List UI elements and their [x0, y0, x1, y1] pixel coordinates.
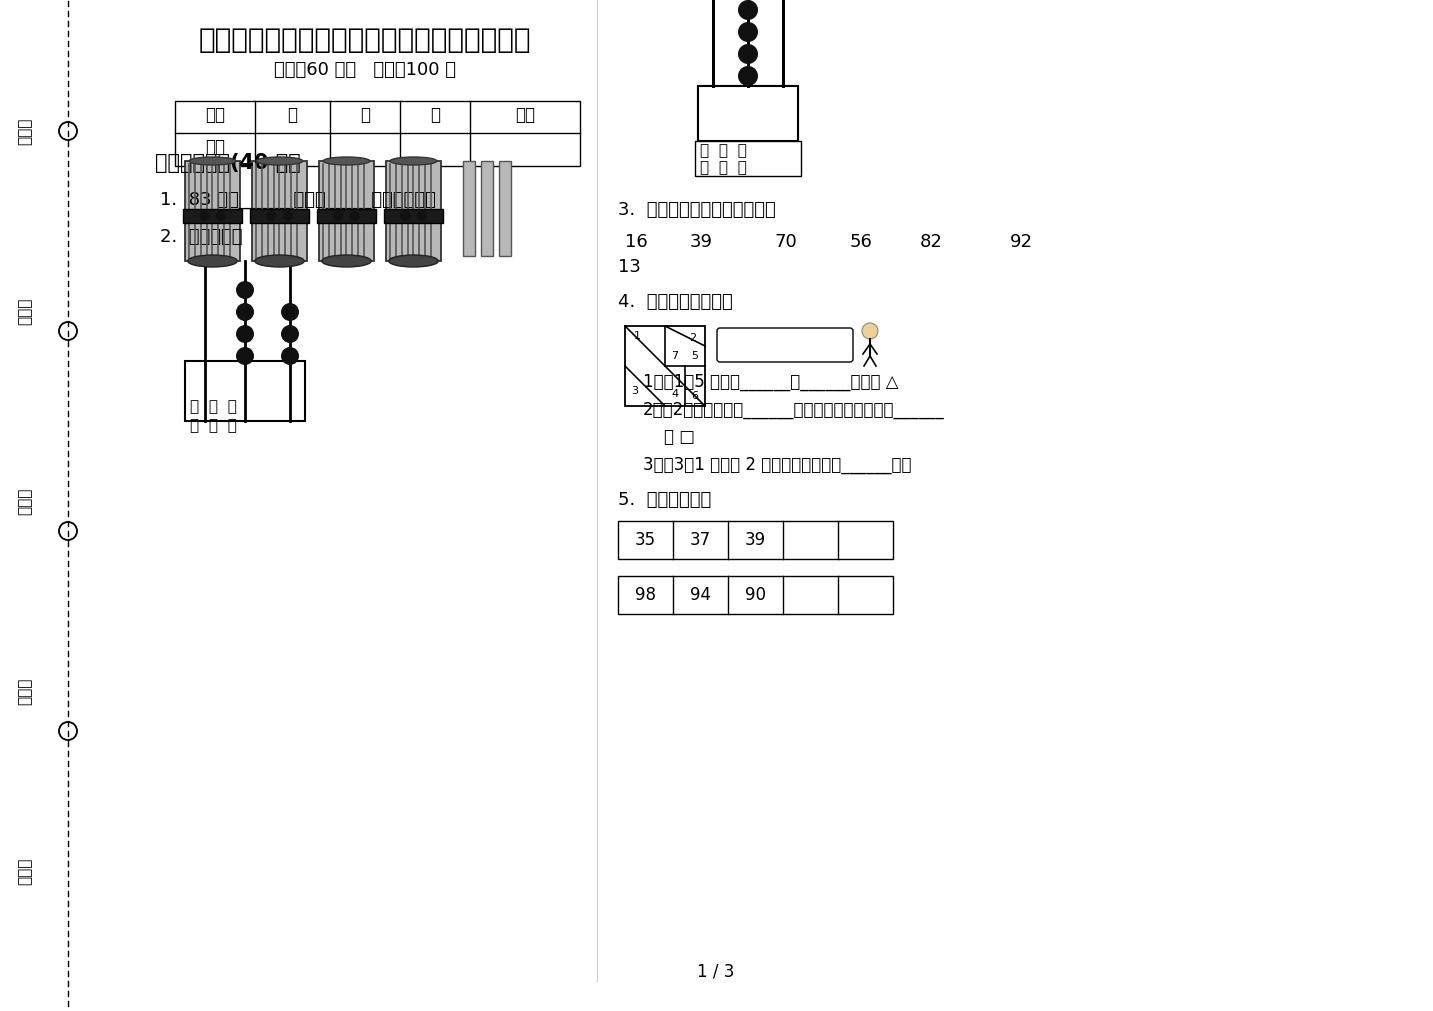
Circle shape	[282, 211, 292, 221]
Circle shape	[199, 211, 209, 221]
Text: 3．（3）1 号图和 2 号图可以拼成一个______形。: 3．（3）1 号图和 2 号图可以拼成一个______形。	[643, 456, 911, 474]
Text: 13: 13	[618, 258, 641, 276]
Text: 1.  83 是由______个十和_____个一组成的。: 1. 83 是由______个十和_____个一组成的。	[160, 191, 436, 209]
Text: 7: 7	[672, 351, 679, 361]
Ellipse shape	[188, 255, 238, 267]
Bar	[618, 576, 893, 614]
FancyBboxPatch shape	[716, 328, 853, 362]
Text: 2．（2）七巧板是由______种图形组成的，其中有______: 2．（2）七巧板是由______种图形组成的，其中有______	[643, 401, 944, 419]
Text: 1．（1）5 号图是______，______号图是 △: 1．（1）5 号图是______，______号图是 △	[643, 373, 898, 391]
Text: 3: 3	[632, 386, 639, 396]
Bar	[185, 161, 239, 261]
Bar	[481, 161, 493, 256]
Text: 39: 39	[745, 531, 767, 549]
Circle shape	[236, 347, 254, 365]
Text: 16: 16	[625, 233, 648, 251]
Circle shape	[216, 211, 226, 221]
Text: 92: 92	[1010, 233, 1033, 251]
Polygon shape	[625, 326, 705, 406]
Bar	[499, 161, 512, 256]
Text: 姓名：: 姓名：	[17, 487, 33, 515]
Text: 94: 94	[691, 586, 711, 604]
Circle shape	[236, 281, 254, 299]
Text: 90: 90	[745, 586, 767, 604]
Bar	[185, 361, 305, 421]
Text: 2: 2	[689, 333, 696, 343]
Text: 考场：: 考场：	[17, 297, 33, 325]
Text: 98: 98	[635, 586, 656, 604]
Text: 56: 56	[850, 233, 873, 251]
Ellipse shape	[189, 157, 236, 165]
Bar	[698, 86, 798, 141]
Text: 二: 二	[360, 106, 370, 124]
Circle shape	[738, 0, 758, 20]
Bar	[695, 141, 801, 176]
Text: 百  十  个: 百 十 个	[699, 143, 747, 158]
Text: 2.  看图写数。: 2. 看图写数。	[160, 228, 242, 246]
Ellipse shape	[388, 255, 438, 267]
Text: 百  十  个: 百 十 个	[191, 418, 236, 433]
Ellipse shape	[255, 255, 304, 267]
Bar	[252, 161, 307, 261]
Bar	[618, 521, 893, 559]
Bar	[317, 209, 375, 223]
Text: 得分: 得分	[205, 137, 225, 156]
Text: 4.  认真想，仔细填。: 4. 认真想，仔细填。	[618, 293, 732, 311]
Circle shape	[281, 325, 299, 343]
Text: 这是一副七巧板。: 这是一副七巧板。	[728, 335, 788, 348]
Text: 6: 6	[692, 391, 698, 401]
Text: 学校：: 学校：	[17, 857, 33, 885]
Text: 35: 35	[635, 531, 656, 549]
Text: 苏教版同步过关一年级下学期数学期末模拟试: 苏教版同步过关一年级下学期数学期末模拟试	[199, 26, 532, 54]
Ellipse shape	[390, 157, 437, 165]
Circle shape	[738, 66, 758, 86]
Text: 位  位  位: 位 位 位	[191, 399, 236, 413]
Circle shape	[236, 325, 254, 343]
Text: 一、基础练习(40 分）: 一、基础练习(40 分）	[155, 153, 301, 173]
Text: 39: 39	[691, 233, 714, 251]
Text: 一: 一	[288, 106, 298, 124]
Text: 1: 1	[633, 331, 641, 341]
Circle shape	[863, 323, 878, 339]
Circle shape	[350, 211, 360, 221]
Circle shape	[738, 22, 758, 42]
Bar	[320, 161, 374, 261]
Text: 总分: 总分	[514, 106, 535, 124]
Ellipse shape	[322, 255, 371, 267]
Text: 1 / 3: 1 / 3	[698, 963, 735, 981]
Ellipse shape	[257, 157, 302, 165]
Text: 82: 82	[920, 233, 943, 251]
Text: 考号：: 考号：	[17, 117, 33, 145]
Circle shape	[417, 211, 427, 221]
Text: 37: 37	[689, 531, 711, 549]
Text: 个 □: 个 □	[643, 428, 695, 446]
Text: 5: 5	[692, 351, 698, 361]
Text: 3.  按从小到大排列下面的数。: 3. 按从小到大排列下面的数。	[618, 201, 775, 219]
Bar	[698, 86, 798, 141]
Text: 三: 三	[430, 106, 440, 124]
Bar	[385, 161, 441, 261]
Circle shape	[267, 211, 277, 221]
Text: 时间：60 分钟   满分：100 分: 时间：60 分钟 满分：100 分	[274, 61, 456, 79]
Text: 位  位  位: 位 位 位	[699, 160, 747, 175]
Bar	[249, 209, 310, 223]
Bar	[384, 209, 443, 223]
Text: 班级：: 班级：	[17, 677, 33, 705]
Text: 题号: 题号	[205, 106, 225, 124]
Bar	[175, 101, 580, 166]
Circle shape	[281, 303, 299, 321]
Ellipse shape	[322, 157, 370, 165]
Circle shape	[334, 211, 344, 221]
Bar	[463, 161, 474, 256]
Text: 70: 70	[775, 233, 798, 251]
Text: 5.  按规律填数。: 5. 按规律填数。	[618, 491, 711, 509]
Circle shape	[281, 347, 299, 365]
Circle shape	[236, 303, 254, 321]
Bar	[183, 209, 242, 223]
Circle shape	[738, 44, 758, 64]
Circle shape	[400, 211, 410, 221]
Text: 4: 4	[672, 389, 679, 399]
